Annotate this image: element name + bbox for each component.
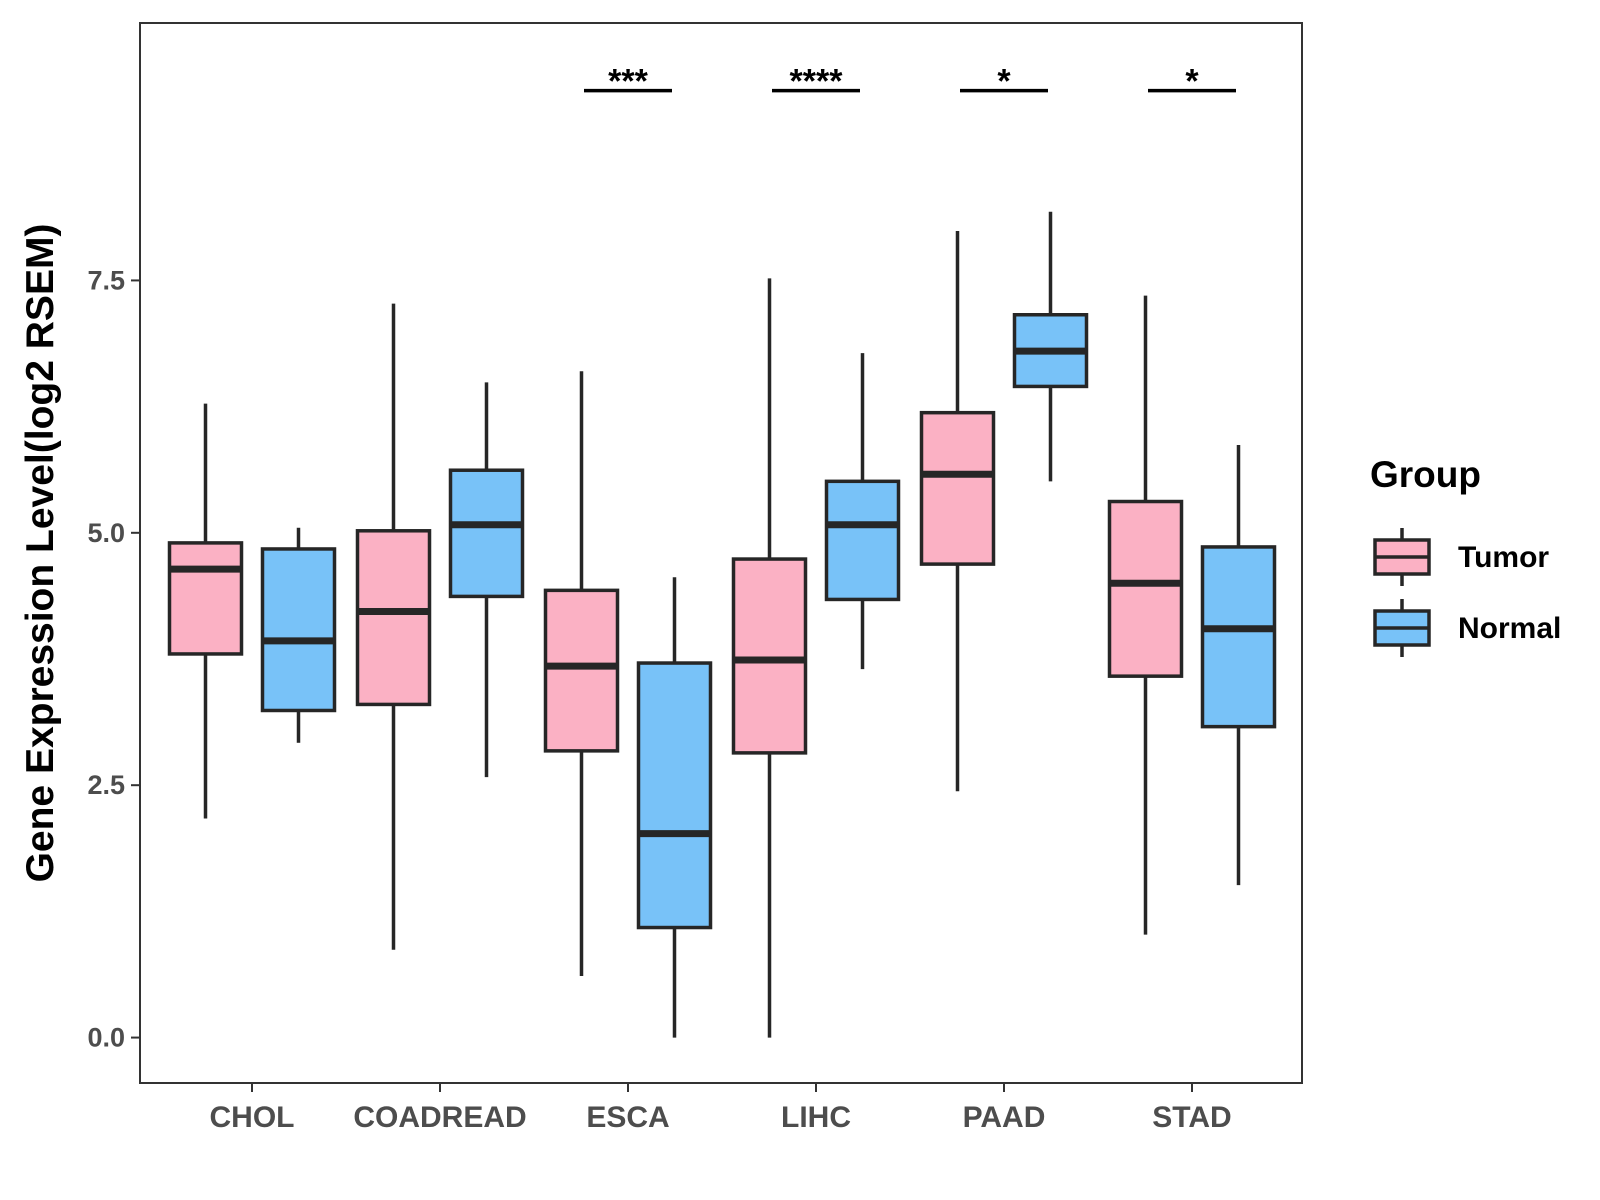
- x-tick-label: STAD: [1152, 1101, 1231, 1134]
- box-tumor-esca: [543, 371, 620, 976]
- legend-item-normal: Normal: [1373, 599, 1561, 657]
- box-body: [167, 541, 244, 656]
- x-tick-label: PAAD: [963, 1101, 1046, 1134]
- y-axis: 0.0 2.5 5.0 7.5: [87, 265, 140, 1053]
- box-body: [731, 557, 808, 755]
- legend: Group Tumor Normal: [1370, 454, 1561, 657]
- box-groups: [167, 211, 1277, 1038]
- significance-annotations: *** **** * *: [584, 63, 1236, 101]
- box-normal-coadread: [448, 382, 525, 778]
- significance-label: ***: [608, 63, 648, 101]
- x-tick-label: COADREAD: [353, 1101, 526, 1134]
- box-body: [355, 529, 432, 707]
- box-normal-lihc: [824, 353, 901, 670]
- box-body: [543, 588, 620, 753]
- box-tumor-chol: [167, 403, 244, 819]
- box-body: [824, 479, 901, 602]
- box-body: [1107, 499, 1184, 678]
- box-body: [919, 410, 996, 566]
- legend-title: Group: [1370, 454, 1481, 495]
- legend-label: Normal: [1458, 612, 1561, 645]
- box-tumor-coadread: [355, 303, 432, 950]
- x-tick-label: ESCA: [586, 1101, 669, 1134]
- y-tick-label: 5.0: [87, 518, 125, 548]
- box-body: [1200, 545, 1277, 729]
- box-tumor-paad: [919, 230, 996, 792]
- significance-label: ****: [790, 63, 844, 101]
- box-body: [636, 661, 713, 930]
- plot-area: 0.0 2.5 5.0 7.5 CHOL COADREAD ESCA LIHC PAAD STA…: [87, 22, 1303, 1134]
- box-normal-chol: [260, 527, 337, 743]
- y-axis-label: Gene Expression Level(log2 RSEM): [19, 224, 62, 883]
- box-normal-paad: [1012, 211, 1089, 482]
- box-body: [448, 468, 525, 599]
- x-axis: CHOL COADREAD ESCA LIHC PAAD STAD: [210, 1083, 1232, 1134]
- legend-item-tumor: Tumor: [1373, 528, 1549, 586]
- box-normal-esca: [636, 577, 713, 1038]
- y-tick-label: 7.5: [87, 265, 125, 295]
- y-tick-label: 0.0: [87, 1023, 125, 1053]
- x-tick-label: LIHC: [781, 1101, 851, 1134]
- significance-label: *: [997, 63, 1011, 101]
- significance-label: *: [1185, 63, 1199, 101]
- legend-label: Tumor: [1458, 541, 1549, 574]
- box-tumor-stad: [1107, 295, 1184, 935]
- y-tick-label: 2.5: [87, 770, 125, 800]
- x-tick-label: CHOL: [210, 1101, 295, 1134]
- box-normal-stad: [1200, 444, 1277, 886]
- box-body: [260, 547, 337, 713]
- box-tumor-lihc: [731, 278, 808, 1038]
